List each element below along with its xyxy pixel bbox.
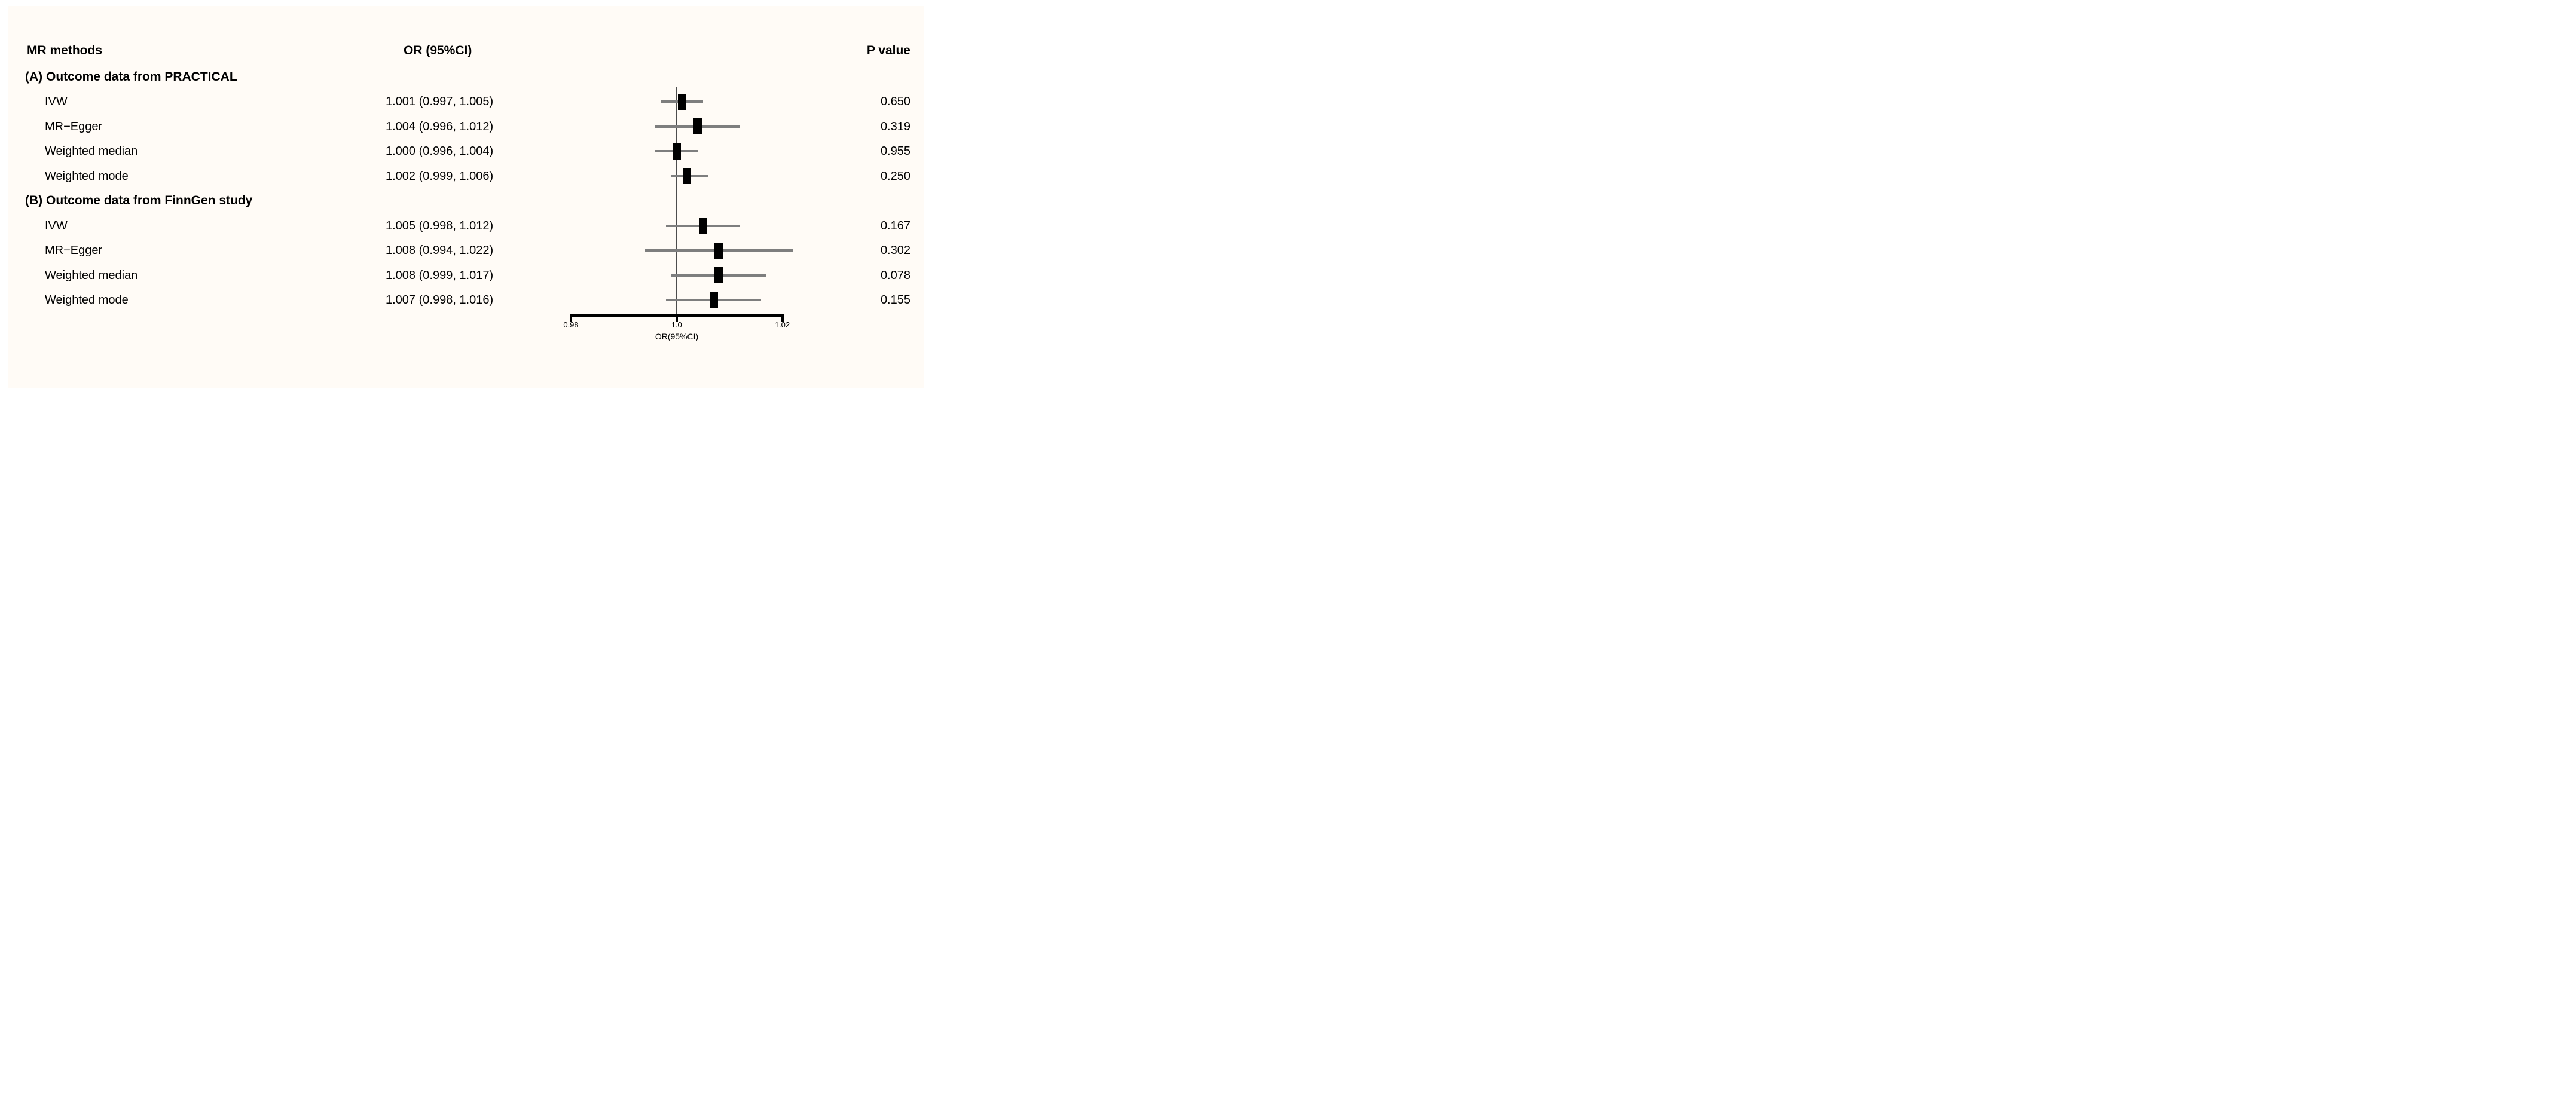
x-axis-tick-label: 1.02 bbox=[774, 320, 790, 329]
method-label: Weighted mode bbox=[45, 169, 129, 183]
method-label: Weighted mode bbox=[45, 293, 129, 307]
section-header: (B) Outcome data from FinnGen study bbox=[25, 194, 253, 208]
method-label: IVW bbox=[45, 95, 68, 109]
or-ci-value: 1.000 (0.996, 1.004) bbox=[386, 145, 494, 158]
forest-plot-figure: MR methods OR (95%CI) P value (A) Outcom… bbox=[0, 0, 928, 395]
or-ci-value: 1.005 (0.998, 1.012) bbox=[386, 219, 494, 232]
or-point-marker bbox=[672, 143, 681, 160]
or-ci-value: 1.001 (0.997, 1.005) bbox=[386, 95, 494, 109]
or-point-marker bbox=[714, 242, 723, 259]
method-label: MR−Egger bbox=[45, 120, 103, 133]
or-ci-value: 1.004 (0.996, 1.012) bbox=[386, 120, 494, 133]
or-point-marker bbox=[683, 168, 692, 185]
or-ci-value: 1.007 (0.998, 1.016) bbox=[386, 293, 494, 307]
method-label: MR−Egger bbox=[45, 244, 103, 258]
p-value: 0.319 bbox=[880, 120, 910, 133]
x-axis-tick bbox=[570, 314, 572, 322]
method-label: Weighted median bbox=[45, 268, 138, 282]
or-ci-value: 1.008 (0.994, 1.022) bbox=[386, 244, 494, 258]
x-axis-title: OR(95%CI) bbox=[655, 332, 699, 341]
or-ci-value: 1.008 (0.999, 1.017) bbox=[386, 268, 494, 282]
column-header-or-ci: OR (95%CI) bbox=[404, 44, 472, 57]
x-axis-tick-label: 1.0 bbox=[671, 320, 682, 329]
p-value: 0.155 bbox=[880, 293, 910, 307]
p-value: 0.250 bbox=[880, 169, 910, 183]
reference-line bbox=[676, 87, 677, 315]
or-point-marker bbox=[693, 118, 702, 135]
or-point-marker bbox=[714, 267, 723, 284]
p-value: 0.650 bbox=[880, 95, 910, 109]
p-value: 0.302 bbox=[880, 244, 910, 258]
method-label: IVW bbox=[45, 219, 68, 232]
x-axis-tick bbox=[781, 314, 784, 322]
section-header: (A) Outcome data from PRACTICAL bbox=[25, 70, 237, 84]
x-axis-tick bbox=[675, 314, 678, 322]
x-axis-tick-label: 0.98 bbox=[563, 320, 579, 329]
method-label: Weighted median bbox=[45, 145, 138, 158]
or-point-marker bbox=[698, 218, 707, 234]
or-ci-value: 1.002 (0.999, 1.006) bbox=[386, 169, 494, 183]
figure-background bbox=[8, 6, 924, 388]
column-header-mr-methods: MR methods bbox=[27, 44, 102, 57]
p-value: 0.167 bbox=[880, 219, 910, 232]
p-value: 0.955 bbox=[880, 145, 910, 158]
column-header-p-value: P value bbox=[866, 44, 910, 57]
or-point-marker bbox=[677, 93, 686, 110]
p-value: 0.078 bbox=[880, 268, 910, 282]
or-point-marker bbox=[709, 292, 718, 308]
